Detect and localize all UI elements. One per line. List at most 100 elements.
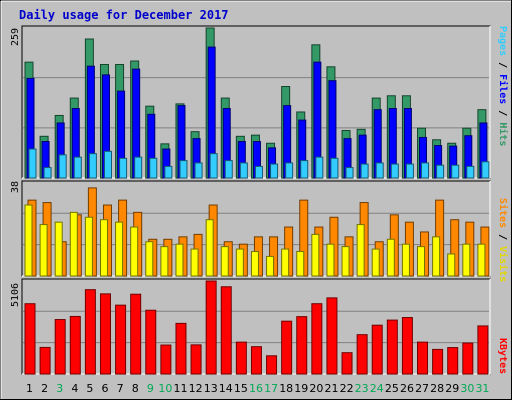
x-tick-label: 13 [204, 382, 218, 395]
pages-bar [300, 160, 309, 179]
kbytes-bar [160, 344, 172, 375]
pages-bar [330, 157, 339, 179]
legend-sep: / [497, 228, 508, 247]
visits-bar [401, 243, 410, 277]
kbytes-bar [281, 320, 293, 375]
pages-bar [481, 161, 490, 179]
kbytes-bar [432, 348, 444, 375]
legend-pages: Pages [497, 26, 508, 57]
x-tick-label: 7 [117, 382, 124, 395]
pages-bar [466, 165, 475, 179]
pages-bar [103, 150, 112, 179]
visits-bar [69, 211, 78, 277]
visits-bar [205, 219, 214, 277]
visits-bar [341, 246, 350, 277]
visits-bar [417, 246, 426, 277]
kbytes-bar [69, 315, 81, 375]
visits-bar [24, 204, 33, 277]
visits-bar [190, 248, 199, 277]
pages-bar [134, 156, 143, 179]
visits-bar [386, 238, 395, 277]
pages-bar [119, 157, 128, 179]
visits-bar [99, 219, 108, 277]
x-tick-label: 11 [174, 382, 188, 395]
kbytes-bar [386, 319, 398, 375]
pages-bar [421, 162, 430, 179]
sites-panel-legend: Sites / Visits [497, 198, 508, 282]
x-tick-label: 10 [158, 382, 172, 395]
pages-bar [58, 154, 67, 179]
visits-bar [130, 226, 139, 277]
x-tick-label: 15 [234, 382, 248, 395]
x-tick-label: 6 [102, 382, 109, 395]
x-tick-label: 16 [249, 382, 263, 395]
x-tick-label: 12 [189, 382, 203, 395]
x-tick-label: 21 [324, 382, 338, 395]
pages-bar [405, 163, 414, 179]
x-tick-label: 30 [460, 382, 474, 395]
visits-bar [250, 251, 259, 277]
pages-bar [209, 153, 218, 179]
visits-bar [371, 248, 380, 277]
pages-bar [179, 160, 188, 179]
x-tick-label: 22 [340, 382, 354, 395]
kbytes-bar [145, 309, 157, 375]
kbytes-bar [477, 325, 489, 375]
visits-bar [281, 248, 290, 277]
x-tick-label: 9 [147, 382, 154, 395]
sites-panel-ymax-label: 38 [10, 180, 21, 193]
pages-bar [73, 156, 82, 179]
x-tick-label: 27 [415, 382, 429, 395]
kbytes-bar [39, 346, 51, 375]
pages-bar [194, 162, 203, 179]
x-tick-label: 20 [309, 382, 323, 395]
x-tick-label: 31 [475, 382, 489, 395]
x-tick-label: 24 [370, 382, 384, 395]
x-tick-label: 26 [400, 382, 414, 395]
visits-bar [266, 255, 275, 277]
pages-bar [390, 163, 399, 179]
pages-bar [88, 153, 97, 179]
pages-bar [270, 163, 279, 179]
pages-bar [345, 167, 354, 179]
visits-bar [447, 253, 456, 277]
visits-bar [54, 221, 63, 277]
kbytes-panel-legend: KBytes [497, 338, 508, 374]
visits-bar [477, 243, 486, 277]
pages-bar [28, 148, 37, 179]
kbytes-bar [401, 317, 413, 375]
kbytes-bar [220, 286, 232, 375]
pages-bar [239, 162, 248, 179]
pages-bar [360, 163, 369, 179]
x-tick-label: 14 [219, 382, 233, 395]
kbytes-bar [99, 293, 111, 375]
visits-bar [115, 221, 124, 277]
kbytes-bar [84, 289, 96, 375]
pages-bar [149, 157, 158, 179]
kbytes-bar [115, 304, 127, 375]
kbytes-bar [341, 352, 353, 375]
visits-bar [356, 224, 365, 277]
x-tick-label: 19 [294, 382, 308, 395]
pages-bar [451, 164, 460, 179]
pages-bar [43, 167, 52, 179]
x-tick-label: 4 [71, 382, 78, 395]
pages-bar [375, 162, 384, 179]
visits-bar [235, 248, 244, 277]
kbytes-bar [447, 347, 459, 375]
legend-sep: / [497, 56, 508, 75]
kbytes-bar [130, 293, 142, 375]
x-tick-label: 17 [264, 382, 278, 395]
x-tick-label: 18 [279, 382, 293, 395]
hits-panel-ymax-label: 259 [10, 27, 21, 46]
pages-bar [164, 165, 173, 179]
hits-panel-legend: Pages / Files / Hits [497, 26, 508, 146]
kbytes-bar [235, 341, 247, 375]
visits-bar [462, 243, 471, 277]
kbytes-bar [356, 334, 368, 375]
kbytes-bar [311, 303, 323, 375]
visits-bar [175, 243, 184, 277]
visits-bar [296, 251, 305, 277]
x-tick-label: 28 [430, 382, 444, 395]
